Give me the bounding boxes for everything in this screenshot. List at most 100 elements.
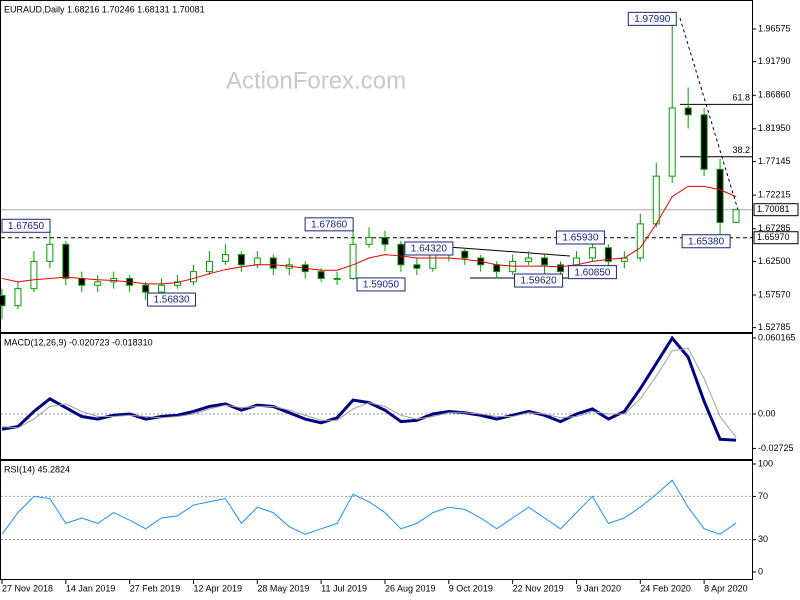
candle-body bbox=[349, 243, 357, 279]
candle-body bbox=[0, 294, 6, 307]
level-label: 1.67860 bbox=[311, 219, 348, 230]
y-tick-label: 1.67285 bbox=[758, 223, 791, 233]
level-label: 1.65930 bbox=[562, 233, 599, 244]
y-tick-label: 0.060165 bbox=[758, 332, 796, 342]
candle-body bbox=[221, 254, 229, 262]
panel-title: EURAUD,Daily 1.68216 1.70246 1.68131 1.7… bbox=[4, 4, 205, 14]
macd-frame bbox=[0, 333, 753, 460]
x-tick-label: 14 Jan 2019 bbox=[66, 583, 116, 593]
x-tick-label: 11 Jul 2019 bbox=[321, 583, 367, 593]
candle-body bbox=[30, 260, 38, 290]
candle-body bbox=[493, 264, 501, 273]
x-tick-label: 27 Nov 2018 bbox=[2, 583, 53, 593]
level-label: 1.64320 bbox=[411, 244, 448, 255]
y-tick-label: 1.52785 bbox=[758, 322, 791, 332]
level-box bbox=[304, 217, 354, 232]
candle-body bbox=[413, 264, 421, 269]
x-tick-label: 9 Jan 2020 bbox=[576, 583, 621, 593]
level-label: 1.60850 bbox=[574, 267, 611, 278]
x-tick-label: 22 Nov 2019 bbox=[513, 583, 564, 593]
rsi-frame bbox=[0, 460, 753, 580]
y-tick-label: 70 bbox=[758, 491, 768, 501]
y-tick-label: 1.81950 bbox=[758, 123, 791, 133]
price-box bbox=[753, 231, 799, 245]
x-tick-label: 24 Feb 2020 bbox=[640, 583, 691, 593]
price-label: 1.65970 bbox=[757, 232, 790, 242]
candle-body bbox=[636, 223, 644, 259]
candle-body bbox=[381, 237, 389, 245]
candle-body bbox=[46, 243, 54, 262]
candle-body bbox=[237, 254, 245, 266]
watermark: ActionForex.com bbox=[226, 67, 406, 94]
x-tick-label: 12 Apr 2019 bbox=[193, 583, 242, 593]
y-tick-label: 0 bbox=[758, 566, 763, 576]
y-tick-label: 0.00 bbox=[758, 408, 776, 418]
y-tick-label: 1.62500 bbox=[758, 256, 791, 266]
candle-body bbox=[588, 247, 596, 259]
candle-body bbox=[333, 277, 341, 280]
candle-body bbox=[604, 247, 612, 262]
candle-body bbox=[716, 168, 724, 224]
candle-body bbox=[62, 243, 70, 279]
candle-body bbox=[461, 250, 469, 259]
candle-body bbox=[174, 281, 182, 286]
price-label: 1.70081 bbox=[757, 204, 790, 214]
panel-title: MACD(12,26,9) -0.020723 -0.018310 bbox=[4, 337, 153, 347]
candle-body bbox=[205, 260, 213, 273]
y-tick-label: 30 bbox=[758, 534, 768, 544]
candle-body bbox=[429, 254, 437, 269]
candle-body bbox=[732, 209, 740, 223]
candle-body bbox=[317, 271, 325, 279]
level-label: 1.65380 bbox=[688, 236, 725, 247]
candle-body bbox=[142, 284, 150, 293]
series-line bbox=[1, 479, 737, 535]
y-tick-label: 100 bbox=[758, 458, 773, 468]
x-tick-label: 9 Oct 2019 bbox=[449, 583, 493, 593]
candle-body bbox=[269, 257, 277, 269]
level-box bbox=[627, 11, 677, 26]
level-box bbox=[1, 218, 51, 233]
series-line bbox=[1, 347, 737, 438]
candle-body bbox=[684, 107, 692, 116]
candle-body bbox=[397, 243, 405, 266]
candle-body bbox=[700, 114, 708, 170]
series-line bbox=[1, 185, 737, 285]
level-label: 1.67650 bbox=[8, 221, 45, 232]
x-tick-label: 28 May 2019 bbox=[257, 583, 309, 593]
level-box bbox=[356, 277, 406, 292]
level-label: 1.59050 bbox=[363, 280, 400, 291]
candle-body bbox=[365, 237, 373, 245]
y-tick-label: 1.57570 bbox=[758, 289, 791, 299]
level-box bbox=[681, 234, 731, 249]
candle-body bbox=[652, 175, 660, 225]
candle-body bbox=[541, 257, 549, 266]
y-tick-label: 1.77145 bbox=[758, 156, 791, 166]
level-box bbox=[147, 292, 197, 307]
candle-body bbox=[253, 257, 261, 266]
panel-title: RSI(14) 45.2824 bbox=[4, 464, 70, 474]
x-tick-label: 26 Aug 2019 bbox=[385, 583, 436, 593]
level-label: 1.56830 bbox=[153, 295, 190, 306]
x-tick-label: 27 Feb 2019 bbox=[130, 583, 181, 593]
level-box bbox=[555, 230, 605, 245]
panel-frames bbox=[0, 0, 753, 580]
candle-body bbox=[525, 257, 533, 262]
candle-body bbox=[557, 264, 565, 273]
candle-body bbox=[189, 271, 197, 283]
fib-label: 38.2 bbox=[732, 145, 750, 155]
candle-body bbox=[78, 277, 86, 286]
x-tick-label: 8 Apr 2020 bbox=[704, 583, 748, 593]
level-box bbox=[404, 241, 454, 256]
candle-body bbox=[158, 284, 166, 293]
candle-body bbox=[14, 288, 22, 307]
level-label: 1.97990 bbox=[634, 14, 671, 25]
price-box bbox=[753, 203, 799, 217]
level-box bbox=[567, 265, 617, 280]
candle-body bbox=[668, 107, 676, 177]
y-tick-label: 1.91790 bbox=[758, 56, 791, 66]
level-label: 1.59620 bbox=[520, 276, 557, 287]
candle-body bbox=[94, 281, 102, 286]
